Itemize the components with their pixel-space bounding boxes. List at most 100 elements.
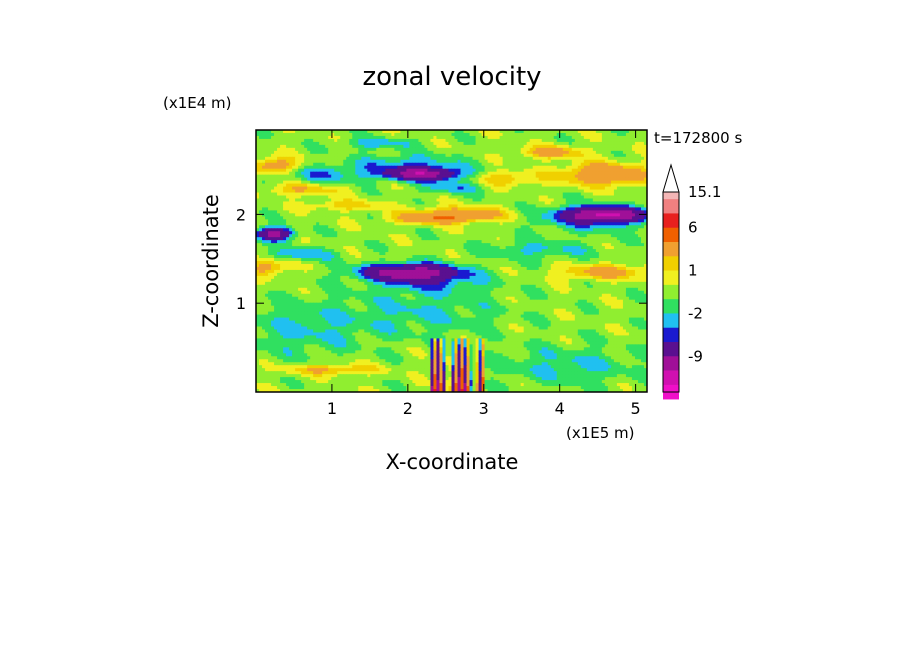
field-cell bbox=[454, 156, 458, 161]
field-cell bbox=[352, 141, 356, 146]
field-cell bbox=[322, 213, 326, 217]
field-cell bbox=[478, 201, 482, 205]
field-cell bbox=[460, 204, 464, 208]
field-cell bbox=[556, 156, 561, 161]
field-cell bbox=[409, 243, 413, 247]
field-cell bbox=[295, 204, 299, 208]
field-cell bbox=[628, 132, 633, 137]
field-cell bbox=[373, 210, 377, 214]
field-cell bbox=[328, 156, 332, 161]
field-cell bbox=[295, 201, 299, 205]
field-cell bbox=[586, 219, 591, 223]
field-cell bbox=[595, 225, 600, 229]
field-cell bbox=[313, 144, 317, 149]
field-cell bbox=[403, 138, 407, 143]
field-cell bbox=[292, 237, 296, 241]
field-cell bbox=[313, 171, 317, 176]
field-cell bbox=[448, 174, 452, 179]
field-cell bbox=[631, 138, 636, 143]
field-cell bbox=[295, 210, 299, 214]
field-cell bbox=[298, 153, 302, 158]
field-cell bbox=[430, 144, 434, 149]
field-cell bbox=[493, 228, 498, 232]
field-cell bbox=[391, 213, 395, 217]
field-cell bbox=[421, 156, 425, 161]
field-cell bbox=[352, 171, 356, 176]
field-cell bbox=[265, 138, 269, 143]
field-cell bbox=[520, 189, 525, 193]
field-cell bbox=[619, 198, 624, 202]
field-cell bbox=[532, 132, 537, 137]
field-cell bbox=[406, 219, 410, 223]
field-cell bbox=[532, 204, 537, 208]
field-cell bbox=[337, 210, 341, 214]
field-cell bbox=[487, 132, 491, 137]
field-cell bbox=[325, 130, 329, 134]
field-cell bbox=[541, 168, 546, 173]
field-cell bbox=[499, 210, 504, 214]
field-cell bbox=[442, 162, 446, 167]
field-cell bbox=[448, 237, 452, 241]
field-cell bbox=[541, 153, 546, 158]
field-cell bbox=[487, 240, 491, 244]
field-cell bbox=[463, 180, 467, 184]
field-cell bbox=[529, 180, 534, 184]
field-cell bbox=[319, 132, 323, 137]
field-cell bbox=[439, 204, 443, 208]
field-cell bbox=[550, 165, 555, 170]
field-cell bbox=[436, 153, 440, 158]
field-cell bbox=[415, 189, 419, 193]
field-cell bbox=[628, 171, 633, 176]
field-cell bbox=[346, 192, 350, 196]
field-cell bbox=[514, 162, 519, 167]
field-cell bbox=[355, 204, 359, 208]
field-cell bbox=[268, 216, 272, 220]
field-cell bbox=[511, 213, 516, 217]
field-cell bbox=[310, 234, 314, 238]
field-cell bbox=[469, 228, 473, 232]
field-cell bbox=[400, 201, 404, 205]
field-cell bbox=[382, 231, 386, 235]
field-cell bbox=[277, 144, 281, 149]
field-cell bbox=[589, 213, 594, 217]
field-cell bbox=[322, 219, 326, 223]
field-cell bbox=[349, 198, 353, 202]
field-cell bbox=[448, 153, 452, 158]
field-cell bbox=[430, 183, 434, 187]
field-cell bbox=[550, 132, 555, 137]
field-cell bbox=[379, 201, 383, 205]
field-cell bbox=[553, 186, 558, 190]
field-cell bbox=[424, 168, 428, 173]
field-cell bbox=[358, 153, 362, 158]
field-cell bbox=[511, 156, 516, 161]
field-cell bbox=[589, 132, 594, 137]
field-cell bbox=[502, 198, 507, 202]
field-cell bbox=[400, 240, 404, 244]
field-cell bbox=[532, 234, 537, 238]
field-cell bbox=[505, 240, 510, 244]
field-cell bbox=[550, 201, 555, 205]
field-cell bbox=[346, 162, 350, 167]
field-cell bbox=[517, 168, 522, 173]
field-cell bbox=[505, 198, 510, 202]
field-cell bbox=[571, 195, 576, 199]
field-cell bbox=[412, 213, 416, 217]
field-cell bbox=[382, 186, 386, 190]
field-cell bbox=[604, 237, 609, 241]
field-cell bbox=[499, 130, 504, 134]
field-cell bbox=[601, 183, 606, 187]
field-cell bbox=[397, 192, 401, 196]
field-cell bbox=[259, 168, 263, 173]
field-cell bbox=[343, 130, 347, 134]
field-cell bbox=[394, 192, 398, 196]
field-cell bbox=[394, 144, 398, 149]
field-cell bbox=[523, 141, 528, 146]
field-cell bbox=[367, 243, 371, 247]
field-cell bbox=[382, 189, 386, 193]
field-cell bbox=[382, 195, 386, 199]
field-cell bbox=[415, 135, 419, 140]
field-cell bbox=[637, 225, 642, 229]
field-cell bbox=[313, 138, 317, 143]
field-cell bbox=[289, 237, 293, 241]
field-cell bbox=[520, 156, 525, 161]
